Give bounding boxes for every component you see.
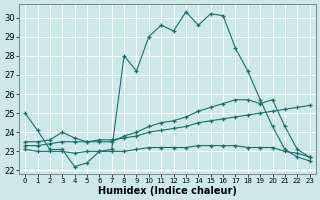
X-axis label: Humidex (Indice chaleur): Humidex (Indice chaleur)	[98, 186, 237, 196]
